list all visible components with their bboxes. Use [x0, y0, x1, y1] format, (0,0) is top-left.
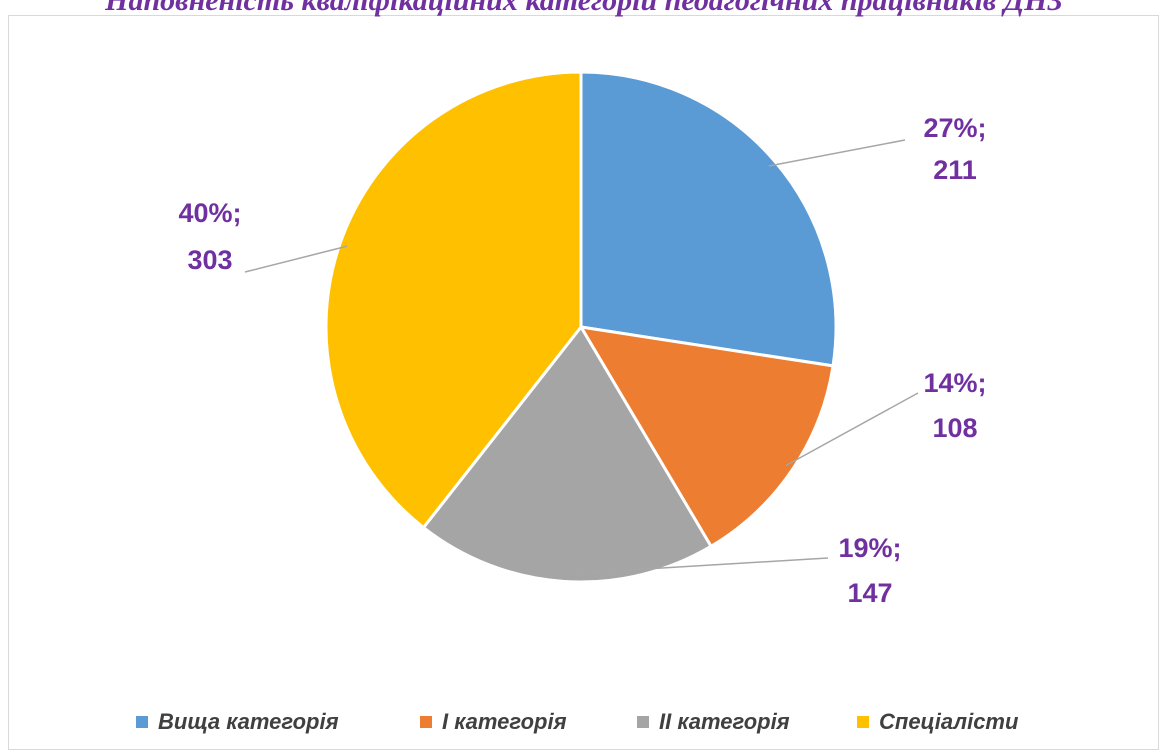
data-label: 14%;: [923, 368, 986, 398]
pie-slice: [579, 70, 838, 368]
legend-swatch: [637, 716, 649, 728]
pie-slice: [421, 324, 714, 584]
legend-swatch: [420, 716, 432, 728]
leader-line: [244, 245, 348, 273]
chart-title: Наповненість кваліфікаційних категорій п…: [104, 0, 1063, 17]
data-label: 27%;: [923, 113, 986, 143]
data-label: 303: [187, 245, 232, 275]
leader-line: [785, 392, 919, 467]
pie-slice: [578, 325, 835, 549]
data-label: 19%;: [838, 533, 901, 563]
data-label: 40%;: [178, 198, 241, 228]
leader-line: [564, 557, 829, 575]
legend-label: ІІ категорія: [659, 709, 790, 734]
legend-label: І категорія: [442, 709, 567, 734]
leader-line: [768, 139, 906, 167]
legend-label: Вища категорія: [158, 709, 339, 734]
pie-slice: [324, 70, 583, 530]
legend-swatch: [136, 716, 148, 728]
legend-swatch: [857, 716, 869, 728]
data-label: 108: [932, 413, 977, 443]
data-label: 211: [933, 155, 977, 185]
data-label: 147: [847, 578, 892, 608]
legend-label: Спеціалісти: [879, 709, 1019, 734]
